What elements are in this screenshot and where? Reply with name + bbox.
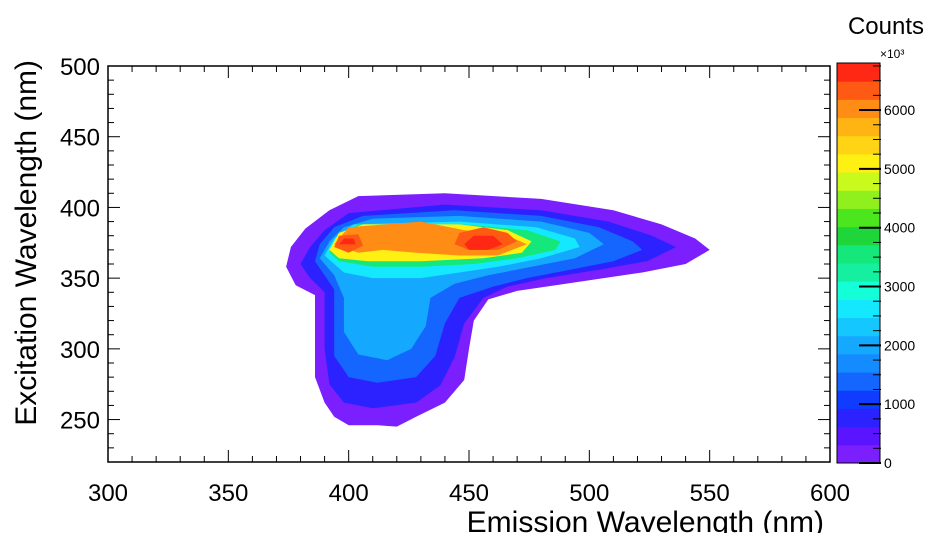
colorbar-band (837, 99, 880, 119)
contour-layer (286, 193, 710, 427)
colorbar: 0 1000 2000 3000 4000 5000 6000 (836, 62, 915, 471)
colorbar-frame (836, 62, 881, 464)
x-tick-label: 500 (569, 480, 609, 507)
y-tick-label: 250 (60, 408, 100, 435)
colorbar-band (837, 390, 880, 409)
y-axis: 250 300 350 400 450 500 (60, 54, 830, 463)
y-axis-title: Excitation Wavelength (nm) (10, 60, 43, 426)
x-tick-label: 400 (329, 480, 369, 507)
colorbar-band (837, 263, 880, 282)
colorbar-band (837, 335, 880, 355)
x-tick-label: 450 (449, 480, 489, 507)
colorbar-tick-label: 6000 (884, 102, 915, 118)
colorbar-band (837, 135, 880, 155)
colorbar-tick-label: 3000 (884, 279, 915, 295)
contour-level-11 (339, 238, 356, 245)
colorbar-band (837, 190, 880, 209)
colorbar-tick-label: 0 (884, 455, 892, 471)
colorbar-band (837, 408, 880, 428)
colorbar-band (837, 81, 880, 100)
contour-level-10 (464, 235, 503, 250)
y-tick-label: 300 (60, 337, 100, 364)
x-tick-label: 300 (88, 480, 128, 507)
colorbar-band (837, 208, 880, 228)
y-tick-label: 350 (60, 266, 100, 293)
colorbar-band (837, 353, 880, 373)
y-tick-label: 400 (60, 195, 100, 222)
colorbar-band (837, 172, 880, 191)
x-axis-title: Emission Wavelength (nm) (467, 506, 824, 533)
colorbar-band (837, 63, 880, 82)
colorbar-band (837, 317, 880, 337)
x-tick-label: 350 (208, 480, 248, 507)
x-tick-label: 600 (810, 480, 850, 507)
colorbar-band (837, 426, 880, 446)
colorbar-band (837, 281, 880, 300)
colorbar-band (837, 117, 880, 137)
colorbar-tick-label: 1000 (884, 396, 915, 412)
colorbar-band (837, 244, 880, 264)
y-tick-label: 450 (60, 125, 100, 152)
colorbar-tick-label: 5000 (884, 161, 915, 177)
colorbar-band (837, 372, 880, 391)
colorbar-band (837, 299, 880, 319)
colorbar-band (837, 444, 880, 464)
x-tick-label: 550 (690, 480, 730, 507)
y-tick-label: 500 (60, 54, 100, 81)
colorbar-band (837, 226, 880, 246)
colorbar-title: Counts (848, 13, 924, 40)
colorbar-multiplier: ×10³ (880, 47, 904, 61)
x-axis: 300 350 400 450 500 550 600 (88, 66, 850, 507)
colorbar-tick-label: 4000 (884, 220, 915, 236)
colorbar-tick-label: 2000 (884, 337, 915, 353)
